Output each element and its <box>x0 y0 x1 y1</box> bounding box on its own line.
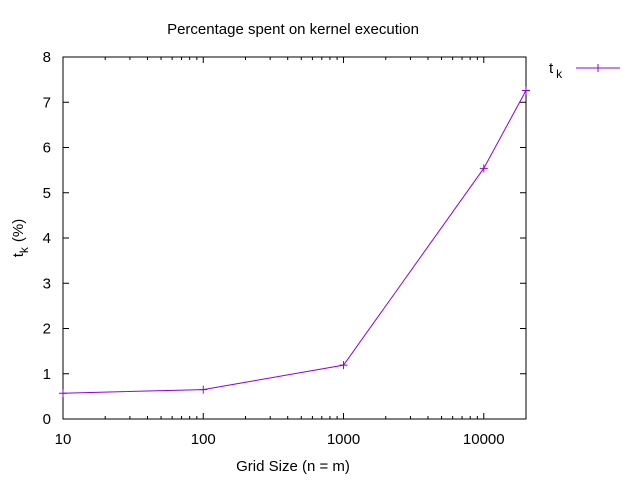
y-tick-label: 3 <box>43 275 51 292</box>
y-axis-title: tk (%) <box>10 219 31 258</box>
series-line <box>62 90 527 394</box>
x-tick-label: 10000 <box>463 431 505 448</box>
y-tick-label: 8 <box>43 49 51 66</box>
data-point-marker <box>199 385 208 394</box>
y-tick-label: 7 <box>43 94 51 111</box>
x-axis: 10 100 1000 10000 <box>55 57 527 448</box>
y-tick-label: 6 <box>43 140 51 157</box>
data-point-marker <box>522 86 530 95</box>
data-point-marker <box>59 389 67 398</box>
series-layer <box>59 86 530 398</box>
y-axis: 0 1 2 3 4 5 6 7 8 <box>43 49 526 428</box>
y-tick-label: 1 <box>43 366 51 383</box>
data-point-marker <box>479 164 488 173</box>
y-tick-label: 2 <box>43 321 51 338</box>
x-tick-label: 100 <box>191 431 216 448</box>
x-tick-label: 1000 <box>327 431 360 448</box>
y-axis-title-unit: (%) <box>10 219 27 242</box>
y-tick-label: 4 <box>43 230 51 247</box>
legend-label-subscript: k <box>556 67 563 81</box>
y-tick-label: 5 <box>43 185 51 202</box>
legend-label-main: t <box>549 60 554 77</box>
plot-frame <box>62 56 527 420</box>
y-tick-label: 0 <box>43 411 51 428</box>
legend-marker <box>594 64 602 72</box>
y-axis-title-subscript: k <box>17 246 31 253</box>
y-axis-title-main: t <box>10 252 27 257</box>
x-axis-title: Grid Size (n = m) <box>236 458 350 475</box>
chart-title: Percentage spent on kernel execution <box>167 21 419 38</box>
x-tick-label: 10 <box>55 431 72 448</box>
legend-sample <box>576 64 620 72</box>
data-point-marker <box>339 361 348 370</box>
